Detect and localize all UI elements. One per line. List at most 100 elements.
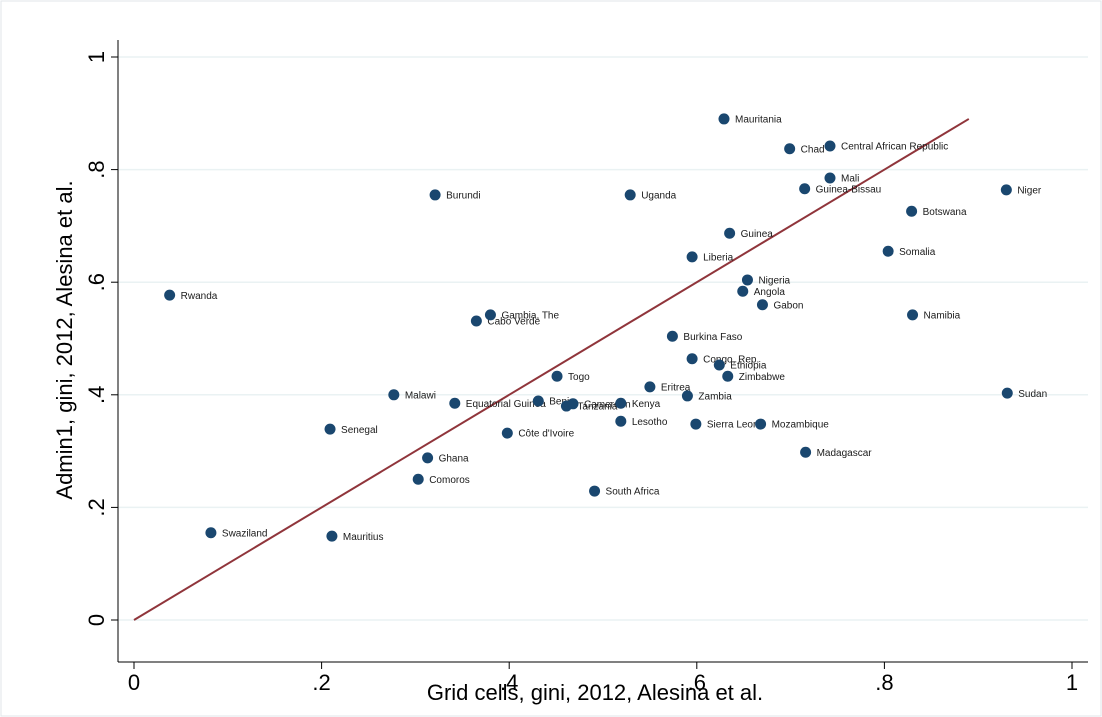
point-label: Togo [568, 372, 590, 383]
point-label: Nigeria [758, 276, 790, 287]
point-label: Swaziland [222, 528, 268, 539]
point [615, 415, 627, 427]
point [907, 309, 919, 321]
point [422, 452, 434, 464]
point-label: Zimbabwe [739, 372, 786, 383]
reference-line [133, 118, 970, 621]
point [326, 530, 338, 542]
point-label: Equatorial Guinea [466, 399, 546, 410]
point [906, 205, 918, 217]
point [429, 189, 441, 201]
point [718, 113, 730, 125]
point [484, 309, 496, 321]
point-label: Congo, Rep. [703, 354, 759, 365]
point-label: Central African Republic [841, 142, 948, 153]
point-label: Benin [549, 397, 575, 408]
point-label: Sudan [1018, 389, 1047, 400]
point-label: Guinea-Bissau [816, 184, 882, 195]
point [324, 423, 336, 435]
point-label: Cameroon [584, 399, 631, 410]
point [1000, 184, 1012, 196]
point-label: Ghana [439, 453, 469, 464]
point [784, 143, 796, 155]
point-label: Madagascar [817, 448, 873, 459]
point-label: Malawi [405, 390, 436, 401]
point [388, 389, 400, 401]
point-label: Chad [801, 144, 825, 155]
point [412, 473, 424, 485]
point [624, 189, 636, 201]
point-label: Kenya [632, 399, 661, 410]
point-label: Sierra Leone [707, 420, 765, 431]
y-tick-label: 0 [84, 614, 109, 626]
point [532, 395, 544, 407]
y-tick-label: .4 [84, 386, 109, 404]
point-label: Mauritania [735, 115, 782, 126]
point [205, 527, 217, 539]
point [551, 370, 563, 382]
point [681, 390, 693, 402]
point-label: Zambia [698, 392, 732, 403]
point [690, 418, 702, 430]
x-tick-label: .6 [688, 670, 706, 695]
point [686, 251, 698, 263]
point [501, 427, 513, 439]
point [737, 285, 749, 297]
x-tick-label: .2 [312, 670, 330, 695]
y-tick-label: .8 [84, 160, 109, 178]
point [567, 398, 579, 410]
point-label: Burundi [446, 191, 480, 202]
point-label: Côte d'Ivoire [518, 429, 574, 440]
x-tick-label: 0 [128, 670, 140, 695]
point-label: Botswana [923, 207, 967, 218]
point-label: Angola [754, 287, 786, 298]
point [164, 289, 176, 301]
point [722, 370, 734, 382]
y-axis-title: Admin1, gini, 2012, Alesina et al. [52, 180, 77, 499]
point [686, 353, 698, 365]
point-label: Niger [1017, 186, 1042, 197]
point [449, 397, 461, 409]
point [666, 330, 678, 342]
point [800, 446, 812, 458]
point [824, 172, 836, 184]
x-tick-label: 1 [1066, 670, 1078, 695]
point-label: Burkina Faso [683, 332, 742, 343]
point [741, 274, 753, 286]
point-label: Eritrea [661, 383, 691, 394]
y-tick-label: 1 [84, 51, 109, 63]
point-label: Uganda [641, 191, 676, 202]
point-label: Tanzania [577, 402, 617, 413]
point-label: Mozambique [772, 420, 830, 431]
x-tick-label: .4 [500, 670, 518, 695]
point-label: Namibia [924, 310, 961, 321]
point-label: Guinea [741, 229, 774, 240]
point-label: Gabon [773, 300, 803, 311]
point [724, 227, 736, 239]
point-label: Senegal [341, 425, 378, 436]
point-label: Lesotho [632, 417, 668, 428]
point-label: Gambia, The [501, 310, 559, 321]
point [799, 183, 811, 195]
point-label: Mauritius [343, 532, 384, 543]
point [755, 418, 767, 430]
point [615, 397, 627, 409]
point [644, 381, 656, 393]
point [1001, 387, 1013, 399]
point [470, 315, 482, 327]
point-label: Comoros [429, 475, 470, 486]
y-tick-label: .6 [84, 273, 109, 291]
point-label: Rwanda [181, 291, 218, 302]
point [756, 299, 768, 311]
point [589, 485, 601, 497]
point-label: Cabo Verde [487, 317, 540, 328]
point-label: Mali [841, 174, 859, 185]
point-label: Somalia [899, 247, 936, 258]
point-label: Ethiopia [730, 361, 767, 372]
point [824, 140, 836, 152]
point [882, 245, 894, 257]
point-label: Liberia [703, 253, 733, 264]
x-tick-label: .8 [875, 670, 893, 695]
